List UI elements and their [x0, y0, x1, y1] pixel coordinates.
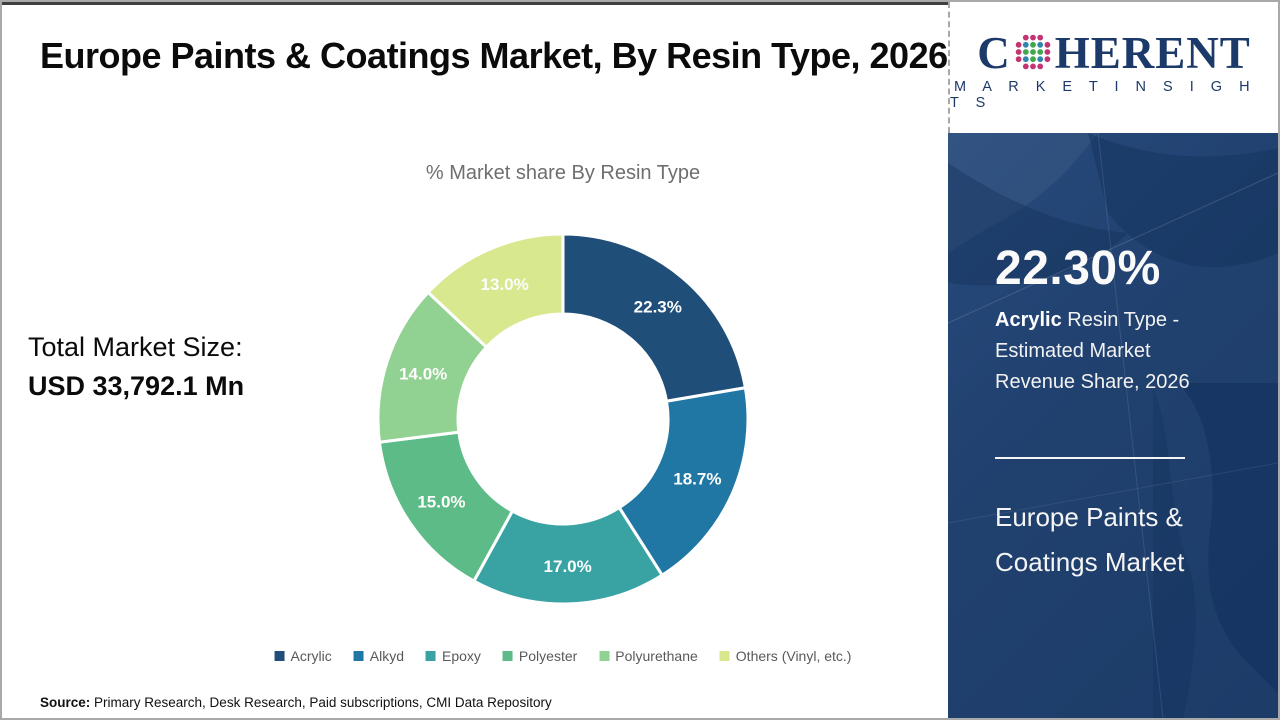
total-market-size-label: Total Market Size: [28, 332, 243, 362]
legend-item: Acrylic [274, 648, 332, 664]
globe-dot [1022, 34, 1029, 41]
globe-dot [1015, 56, 1022, 63]
globe-dot [1037, 49, 1043, 55]
chart-legend: Acrylic Alkyd Epoxy Polyester Polyurethane Ot… [274, 648, 852, 664]
legend-label: Others (Vinyl, etc.) [735, 648, 852, 664]
legend-label: Epoxy [442, 648, 481, 664]
logo-letter-c: C [977, 27, 1011, 78]
total-market-size-value: USD 33,792.1 Mn [28, 371, 245, 402]
main-content: Europe Paints & Coatings Market, By Resi… [2, 2, 948, 718]
source-label: Source: [40, 695, 91, 710]
legend-item: Epoxy [426, 648, 481, 664]
globe-dot [1029, 49, 1036, 55]
legend-label: Acrylic [290, 648, 332, 664]
panel-title: Europe Paints & Coatings Market [995, 502, 1185, 577]
brand-logo-subline: M A R K E T I N S I G H T S [950, 78, 1257, 111]
total-market-size-block: Total Market Size: USD 33,792.1 Mn [28, 328, 244, 406]
brand-logo: C HERENT M A R K E T I N S I G H T S [948, 2, 1278, 133]
source-note: Source: Primary Research, Desk Research,… [40, 695, 552, 710]
donut-chart: 22.3% 18.7% 17.0% 15.0% 14.0% 13.0% [376, 232, 750, 606]
donut-value-label: 17.0% [544, 557, 592, 576]
globe-dot [1022, 56, 1029, 63]
legend-label: Polyurethane [615, 648, 698, 664]
globe-dot [1022, 49, 1029, 55]
sidebar-panel: 22.30% Acrylic Resin Type - Estimated Ma… [948, 133, 1278, 718]
globe-dot [1022, 63, 1029, 70]
stat-value: 22.30% [995, 242, 1161, 295]
legend-item: Others (Vinyl, etc.) [719, 648, 852, 664]
legend-swatch-icon [502, 651, 513, 661]
legend-swatch-icon [353, 651, 364, 661]
legend-label: Polyester [518, 648, 578, 664]
globe-dot [1029, 34, 1036, 41]
legend-swatch-icon [274, 651, 285, 661]
world-map-overlay [948, 133, 1278, 718]
legend-item: Alkyd [353, 648, 404, 664]
panel-divider [995, 457, 1185, 459]
globe-dot [1044, 41, 1051, 48]
donut-value-label: 15.0% [417, 493, 465, 512]
globe-dot [1015, 49, 1022, 55]
legend-label: Alkyd [369, 648, 404, 664]
stat-description-bold: Acrylic [995, 309, 1062, 331]
donut-value-label: 22.3% [634, 298, 682, 317]
globe-dot [1029, 41, 1036, 48]
stat-description-rest: Resin Type - Estimated Market Revenue Sh… [995, 309, 1190, 393]
globe-dot [1029, 56, 1036, 63]
globe-dot [1044, 56, 1051, 63]
logo-letters-herent: HERENT [1054, 27, 1251, 78]
page-title: Europe Paints & Coatings Market, By Resi… [40, 35, 948, 76]
legend-item: Polyester [502, 648, 578, 664]
globe-dot [1015, 41, 1022, 48]
legend-swatch-icon [719, 651, 730, 661]
donut-value-label: 18.7% [673, 470, 721, 489]
legend-swatch-icon [426, 651, 436, 661]
donut-segment-acrylic [561, 232, 747, 403]
sidebar: C HERENT M A R K E T I N S I G H T S 22.… [948, 2, 1278, 718]
globe-dot [1044, 49, 1051, 55]
chart-subtitle: % Market share By Resin Type [425, 162, 701, 184]
globe-dots-icon [1015, 34, 1051, 70]
donut-chart-svg: 22.3% 18.7% 17.0% 15.0% 14.0% 13.0% [376, 232, 750, 606]
stat-description: Acrylic Resin Type - Estimated Market Re… [995, 305, 1227, 398]
legend-swatch-icon [599, 651, 610, 661]
donut-segment-others-vinyl-etc [426, 232, 565, 349]
globe-dot [1037, 63, 1043, 70]
donut-value-label: 13.0% [481, 275, 529, 294]
top-border-bar [2, 2, 948, 5]
globe-dot [1037, 34, 1043, 41]
donut-value-label: 14.0% [399, 365, 447, 384]
donut-segment-alkyd [617, 386, 750, 577]
brand-logo-wordmark: C HERENT [977, 27, 1251, 78]
source-text: Primary Research, Desk Research, Paid su… [94, 695, 552, 710]
legend-item: Polyurethane [599, 648, 698, 664]
globe-dot [1037, 41, 1043, 48]
globe-dot [1022, 41, 1029, 48]
globe-dot [1037, 56, 1043, 63]
globe-dot [1029, 63, 1036, 70]
